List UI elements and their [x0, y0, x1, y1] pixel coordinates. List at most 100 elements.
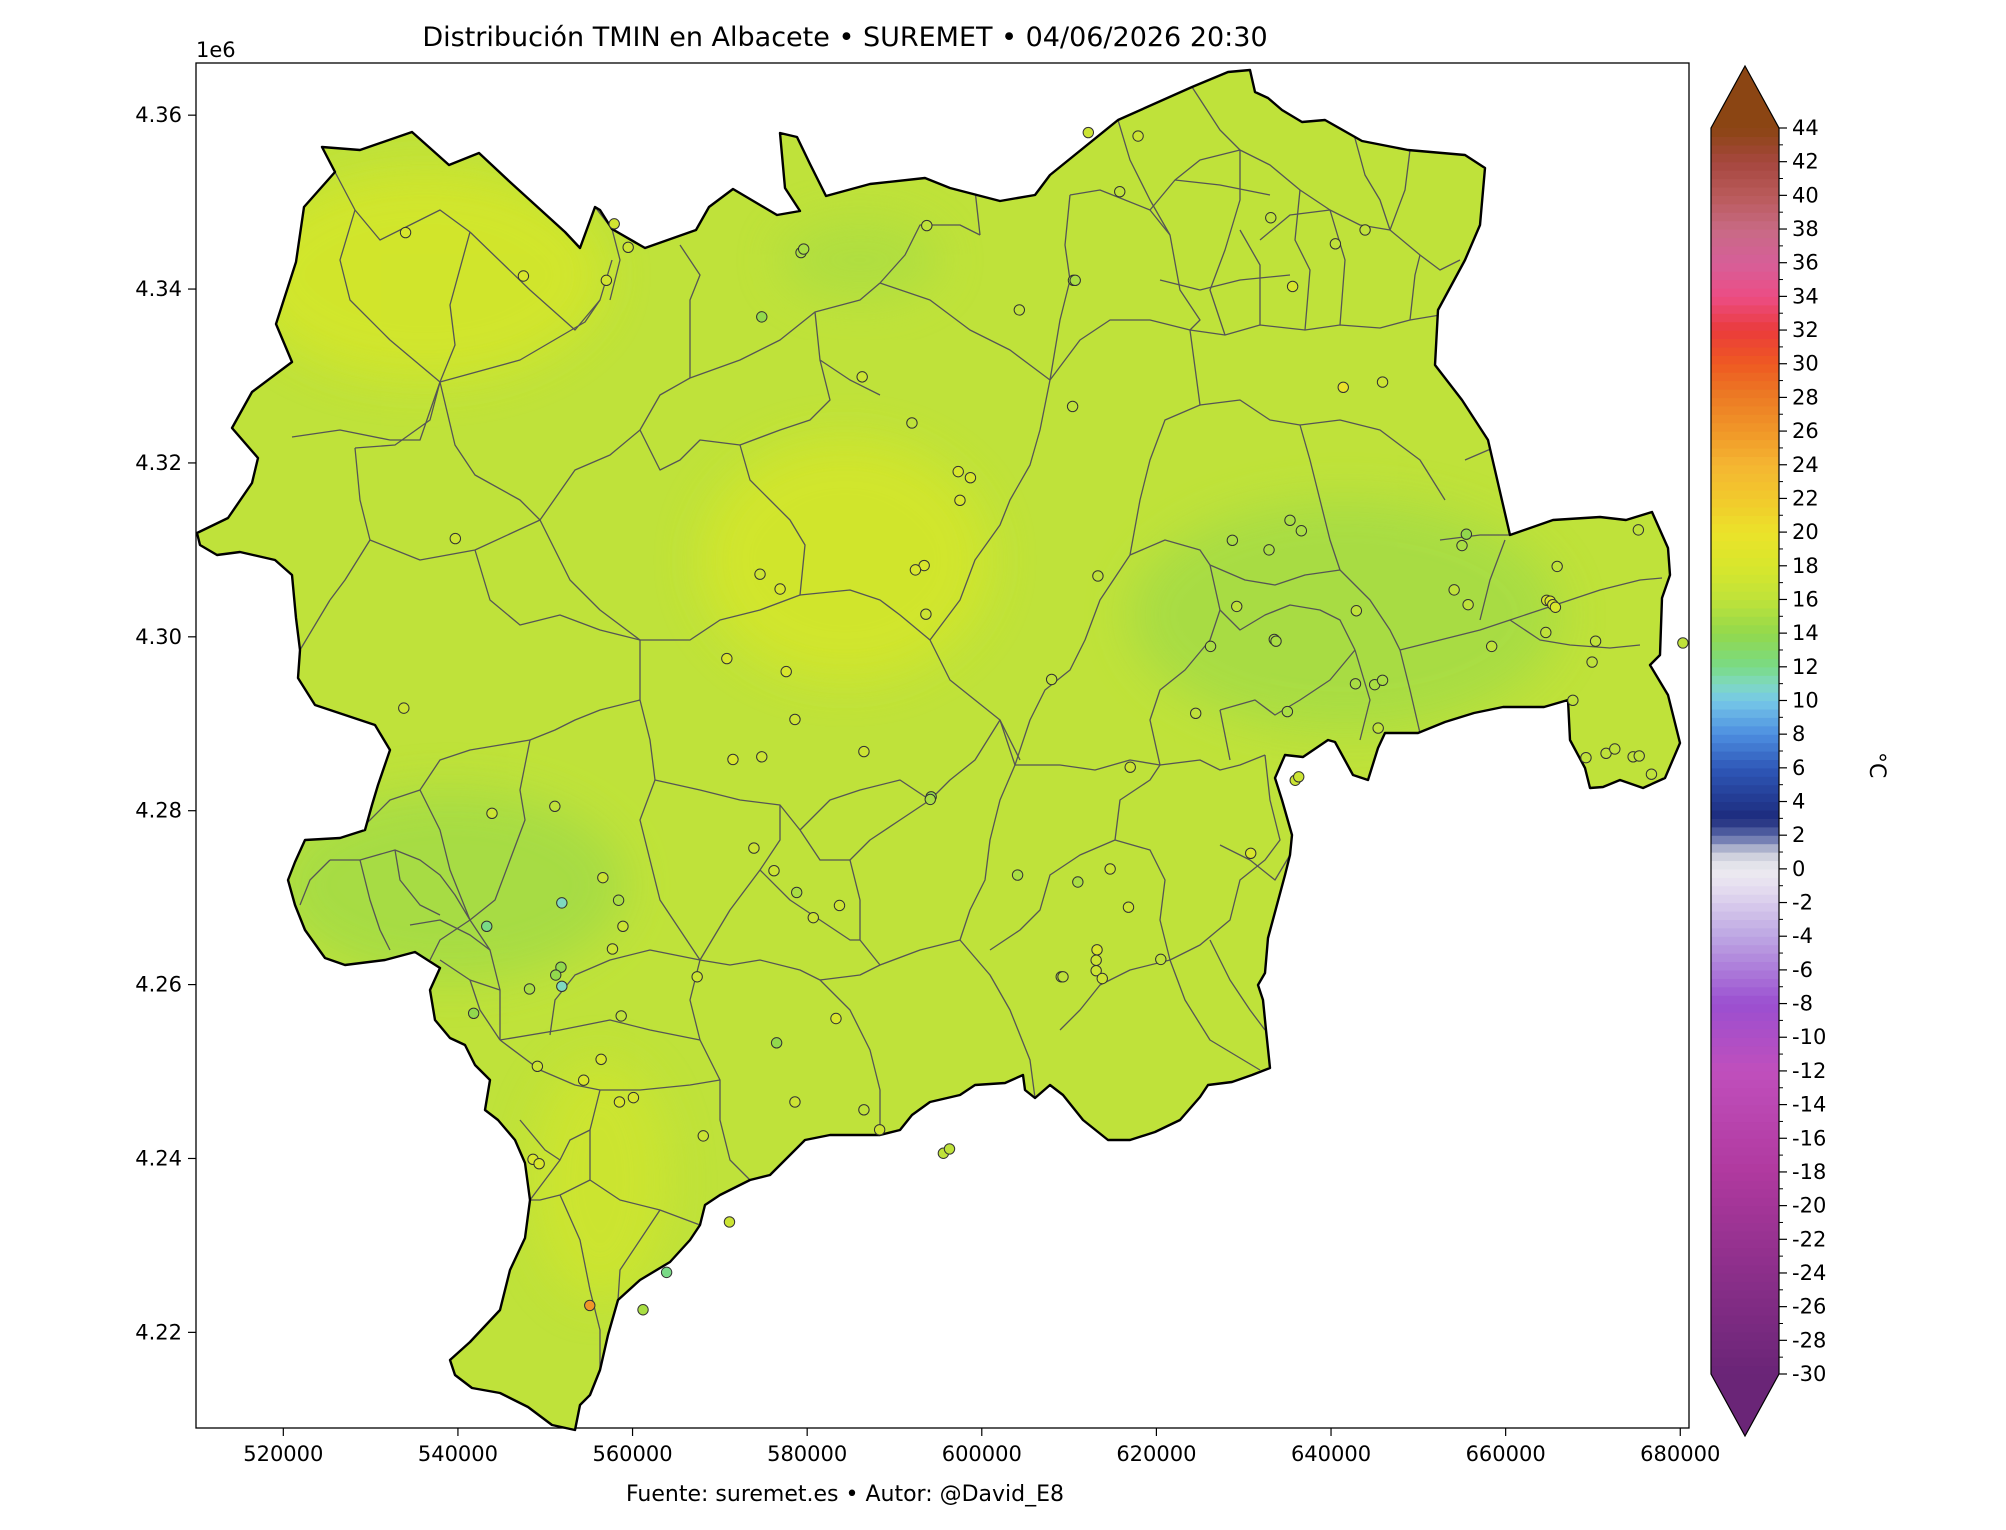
municipal-border [530, 1179, 591, 1201]
municipal-border [1169, 754, 1281, 961]
station-marker [1551, 560, 1563, 573]
colorbar-segment [1711, 245, 1779, 255]
colorbar-segment [1711, 1214, 1779, 1224]
municipal-border [639, 429, 741, 471]
municipal-border [439, 231, 471, 383]
colorbar-tick-label: 28 [1792, 385, 1819, 409]
station-marker [1609, 743, 1621, 755]
colorbar-segment [1711, 944, 1779, 954]
colorbar-segment [1711, 649, 1779, 659]
municipal-border [1114, 839, 1171, 961]
colorbar-segment [1711, 254, 1779, 264]
y-tick-label: 4.36 [135, 103, 182, 127]
colorbar-tick-label: 18 [1792, 554, 1819, 578]
municipal-border [429, 919, 471, 961]
colorbar-segment [1711, 683, 1779, 693]
station-marker [615, 1010, 627, 1022]
colorbar-segment [1711, 700, 1779, 710]
colorbar-tick-label: 44 [1792, 116, 1819, 140]
cool-zone-southwest [275, 790, 625, 980]
colorbar-segment [1711, 229, 1779, 239]
municipal-border [359, 859, 391, 951]
municipal-border [799, 589, 931, 641]
colorbar-segment [1711, 961, 1779, 971]
municipal-border [879, 282, 1051, 381]
station-marker [790, 886, 803, 899]
colorbar-segment [1711, 759, 1779, 769]
station-marker [1245, 847, 1257, 860]
colorbar-segment [1711, 574, 1779, 584]
station-marker [1460, 528, 1473, 540]
colorbar-segment [1711, 708, 1779, 718]
station-marker [1104, 863, 1116, 875]
station-marker [1485, 640, 1498, 653]
municipal-border [1189, 314, 1441, 336]
colorbar-segment [1711, 372, 1779, 382]
municipal-border [959, 764, 1016, 941]
x-tick-label: 640000 [1291, 1442, 1371, 1466]
colorbar-segment [1711, 919, 1779, 929]
colorbar-segment [1711, 1306, 1779, 1316]
colorbar-tick-label: -24 [1792, 1261, 1826, 1285]
station-marker [612, 894, 625, 906]
colorbar-segment [1711, 1365, 1779, 1375]
municipal-border [291, 381, 441, 441]
station-marker [622, 241, 634, 254]
colorbar-segment [1711, 237, 1779, 247]
colorbar-tick-label: 12 [1792, 655, 1819, 679]
colorbar-tick-label: 32 [1792, 318, 1819, 342]
colorbar-segment [1711, 877, 1779, 887]
station-marker [756, 311, 768, 323]
colorbar-tick-label: 16 [1792, 587, 1819, 611]
colorbar-segment [1711, 414, 1779, 424]
y-axis: 4.36 4.34 4.32 4.30 4.28 4.26 4.24 4.22 [135, 103, 196, 1344]
colorbar-segment [1711, 902, 1779, 912]
colorbar-segment [1711, 1121, 1779, 1131]
station-marker [789, 713, 801, 726]
colorbar-segment [1711, 271, 1779, 281]
colorbar-segment [1711, 220, 1779, 230]
station-marker [517, 270, 530, 282]
colorbar-segment [1711, 304, 1779, 314]
municipal-border [369, 519, 541, 561]
station-marker [577, 1074, 590, 1086]
municipal-border [559, 1194, 601, 1370]
municipal-border [1389, 149, 1411, 231]
colorbar-segment [1711, 599, 1779, 609]
station-marker [531, 1060, 544, 1073]
station-marker [873, 1124, 886, 1136]
municipal-border [354, 381, 441, 449]
colorbar-segment [1711, 809, 1779, 819]
colorbar-segment [1711, 473, 1779, 483]
station-marker [833, 899, 846, 912]
station-marker [595, 1053, 607, 1066]
station-marker [1350, 605, 1363, 617]
colorbar-segment [1711, 380, 1779, 390]
municipal-border [1299, 424, 1341, 571]
colorbar-segment [1711, 658, 1779, 668]
station-marker [770, 1037, 783, 1049]
colorbar-segment [1711, 1264, 1779, 1274]
colorbar-segment [1711, 1171, 1779, 1181]
colorbar-segment [1711, 1247, 1779, 1257]
station-marker [1456, 539, 1468, 552]
station-marker [909, 564, 922, 576]
municipal-border [1209, 150, 1241, 336]
province-map [195, 68, 1682, 1432]
station-marker [1295, 525, 1308, 537]
station-marker [449, 532, 462, 545]
colorbar-tick-label: 0 [1792, 857, 1805, 881]
colorbar-tick-label: -20 [1792, 1194, 1826, 1218]
municipal-border [639, 640, 656, 781]
station-marker [789, 1096, 801, 1108]
municipal-border [529, 699, 641, 741]
colorbar-tick-label: 20 [1792, 520, 1819, 544]
colorbar-tick-label: -16 [1792, 1126, 1826, 1150]
municipal-border [474, 549, 641, 641]
station-marker [481, 920, 493, 933]
municipal-border [1299, 419, 1446, 501]
cool-zone-north [780, 220, 940, 300]
y-tick-label: 4.26 [135, 973, 182, 997]
municipal-border [1349, 119, 1391, 231]
colorbar-segment [1711, 1054, 1779, 1064]
